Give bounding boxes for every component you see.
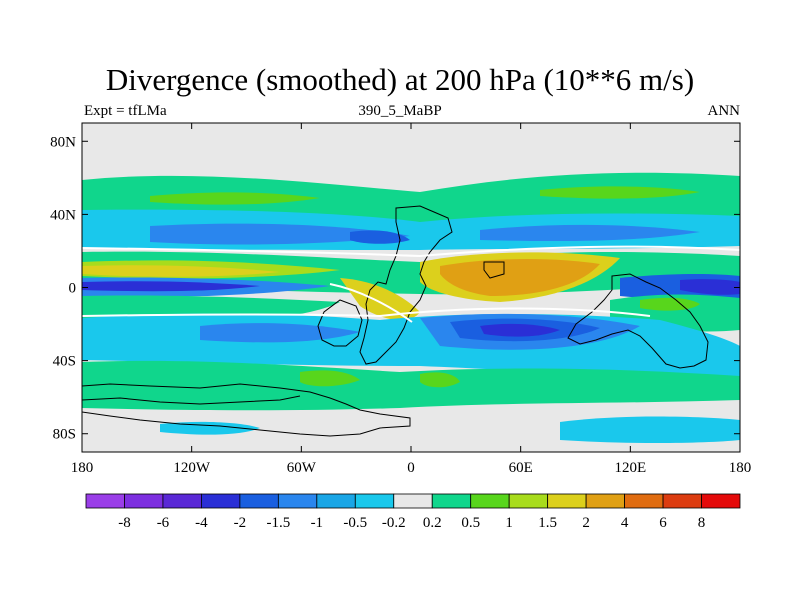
colorbar-swatch xyxy=(85,493,125,509)
field-equator-blue-east-strong xyxy=(680,279,740,295)
colorbar-label: 1.5 xyxy=(538,515,557,531)
colorbar-label: -0.2 xyxy=(382,515,406,531)
colorbar-swatch xyxy=(470,493,510,509)
colorbar-label: -2 xyxy=(234,515,247,531)
field-antarctic-green xyxy=(82,360,740,411)
field-polar-blue xyxy=(560,416,740,443)
x-tick-label: 0 xyxy=(407,460,415,476)
outline-eurasia-africa xyxy=(359,205,453,365)
colorbar-swatch xyxy=(701,493,741,509)
field-north-green-strong xyxy=(150,192,320,205)
field-south-blue-strong-2 xyxy=(480,323,560,337)
field-north-blue-mid-2 xyxy=(480,224,700,242)
field-south-blue-mid xyxy=(200,323,360,343)
colorbar-swatch xyxy=(162,493,202,509)
colorbar-swatch xyxy=(277,493,318,509)
y-tick-label: 0 xyxy=(69,281,77,297)
field-antarctic-green-strong-2 xyxy=(420,372,460,388)
colorbar-swatch xyxy=(316,493,356,509)
field-asia-orange xyxy=(440,259,600,296)
y-tick-label: 40N xyxy=(50,207,76,223)
zero-contour-atlantic xyxy=(329,283,413,323)
colorbar-swatch xyxy=(201,493,241,509)
colorbar-label: -8 xyxy=(118,515,131,531)
y-tick-label: 40S xyxy=(53,354,76,370)
field-tropical-yellow-2 xyxy=(82,265,280,277)
colorbar-label: -1.5 xyxy=(266,515,290,531)
colorbar-label: 1 xyxy=(505,515,513,531)
zero-contour-south xyxy=(82,307,651,318)
zero-contours xyxy=(82,245,740,323)
x-tick-label: 120W xyxy=(173,460,211,476)
outline-antarctic-peninsula xyxy=(82,395,301,405)
colorbar-label: -6 xyxy=(157,515,170,531)
colorbar-label: 0.2 xyxy=(423,515,442,531)
season-label: ANN xyxy=(707,103,741,119)
colorbar-swatch xyxy=(547,493,587,509)
x-tick-label: 60E xyxy=(509,460,533,476)
y-tick-label: 80N xyxy=(50,134,76,150)
colorbar-swatch xyxy=(624,493,664,509)
field-equator-blue-strong xyxy=(82,281,260,292)
colorbar-label: 4 xyxy=(621,515,629,531)
colorbar-label: 2 xyxy=(582,515,590,531)
colorbar-label: -0.5 xyxy=(343,515,367,531)
colorbar-label: 8 xyxy=(698,515,706,531)
field-north-blue-strong xyxy=(350,230,410,244)
colorbar: -8 -6 -4 -2 -1.5 -1 -0.5 -0.2 0.2 0.5 1 1.5 2 4 6 8 xyxy=(85,493,741,531)
colorbar-swatch xyxy=(508,493,549,509)
continent-outlines xyxy=(82,205,709,437)
field-north-green-strong-2 xyxy=(540,186,700,199)
field-antarctic-green-strong xyxy=(300,370,360,387)
colorbar-swatch xyxy=(393,493,433,509)
colorbar-label: -4 xyxy=(195,515,208,531)
zero-contour-north xyxy=(82,245,740,258)
outline-south-america xyxy=(317,299,363,347)
run-label: 390_5_MaBP xyxy=(358,103,442,119)
colorbar-swatch xyxy=(431,493,472,509)
colorbar-swatch xyxy=(124,493,164,509)
field-polar-blue-2 xyxy=(160,421,260,435)
colorbar-swatch xyxy=(662,493,702,509)
x-tick-label: 120E xyxy=(614,460,646,476)
axis-layer: 180 120W 60W 0 60E 120E 180 80N 40N 0 40S 80S xyxy=(50,123,751,476)
outline-arabia xyxy=(483,261,505,279)
field-atlantic-yellow xyxy=(340,278,420,320)
colorbar-swatch xyxy=(239,493,279,509)
field-north-blue-mid xyxy=(150,223,410,245)
experiment-label: Expt = tfLMa xyxy=(84,103,167,119)
field-layer xyxy=(82,172,740,443)
colorbar-label: -1 xyxy=(311,515,324,531)
colorbar-label: 6 xyxy=(659,515,667,531)
x-tick-label: 60W xyxy=(287,460,317,476)
x-tick-label: 180 xyxy=(729,460,752,476)
colorbar-swatch xyxy=(585,493,625,509)
y-tick-label: 80S xyxy=(53,427,76,443)
outline-indonesia-australia xyxy=(567,273,709,369)
colorbar-swatch xyxy=(354,493,395,509)
chart-title: Divergence (smoothed) at 200 hPa (10**6 … xyxy=(105,62,695,97)
outline-antarctica xyxy=(82,383,411,437)
x-tick-label: 180 xyxy=(71,460,94,476)
colorbar-label: 0.5 xyxy=(461,515,480,531)
